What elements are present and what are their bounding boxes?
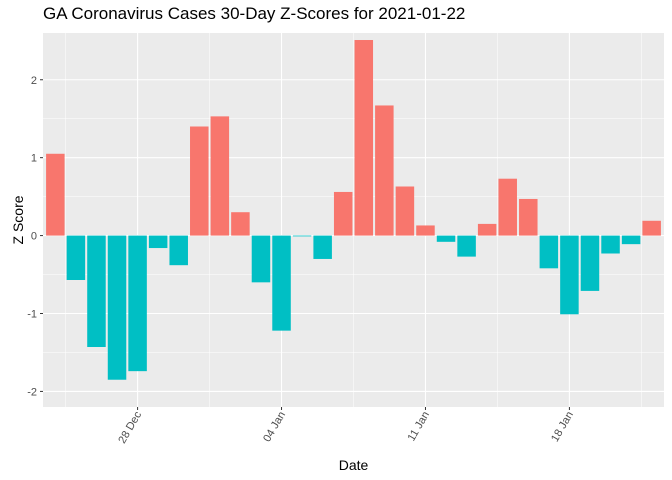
- bar-2021-01-04: [272, 235, 291, 331]
- y-axis-title: Z Score: [10, 195, 26, 244]
- bar-2021-01-18: [560, 235, 579, 315]
- bar-2020-12-28: [128, 235, 147, 372]
- bar-2021-01-17: [539, 235, 559, 269]
- x-axis-title: Date: [339, 457, 369, 473]
- bar-2021-01-13: [457, 235, 476, 257]
- y-tick-label: 0: [31, 231, 37, 243]
- bar-2020-12-27: [107, 235, 127, 380]
- bar-2021-01-05: [292, 235, 312, 237]
- y-tick-label: -1: [27, 309, 37, 321]
- bar-2021-01-19: [580, 235, 600, 291]
- bar-2021-01-06: [313, 235, 332, 259]
- y-tick-label: -2: [27, 386, 37, 398]
- bars: [46, 40, 661, 380]
- chart-title: GA Coronavirus Cases 30-Day Z-Scores for…: [43, 4, 466, 23]
- bar-2021-01-15: [498, 178, 517, 236]
- bar-2021-01-20: [601, 235, 620, 254]
- bar-2020-12-29: [148, 235, 168, 249]
- bar-2021-01-03: [251, 235, 271, 283]
- bar-2021-01-08: [354, 40, 374, 236]
- bar-2021-01-21: [621, 235, 641, 245]
- y-tick-label: 1: [31, 153, 37, 165]
- x-tick-label: 28 Dec: [116, 409, 144, 446]
- bar-2020-12-31: [190, 126, 209, 236]
- bar-2021-01-22: [642, 220, 661, 236]
- x-tick-label: 11 Jan: [406, 410, 433, 444]
- bar-2020-12-30: [169, 235, 188, 266]
- bar-2021-01-01: [210, 116, 230, 236]
- bar-2021-01-09: [375, 105, 394, 236]
- bar-2021-01-11: [416, 225, 435, 236]
- bar-2021-01-16: [519, 198, 538, 236]
- bar-2020-12-24: [46, 153, 65, 236]
- bar-2021-01-10: [395, 186, 415, 236]
- bar-2020-12-25: [66, 235, 86, 280]
- bar-2021-01-02: [231, 212, 250, 236]
- bar-2021-01-12: [436, 235, 456, 242]
- bar-2021-01-14: [477, 223, 497, 236]
- bar-2020-12-26: [87, 235, 106, 348]
- x-tick-label: 18 Jan: [549, 410, 576, 445]
- minor-gridlines: [43, 33, 664, 407]
- x-tick-label: 04 Jan: [261, 410, 288, 445]
- bar-2021-01-07: [333, 191, 353, 236]
- y-tick-label: 2: [31, 75, 37, 87]
